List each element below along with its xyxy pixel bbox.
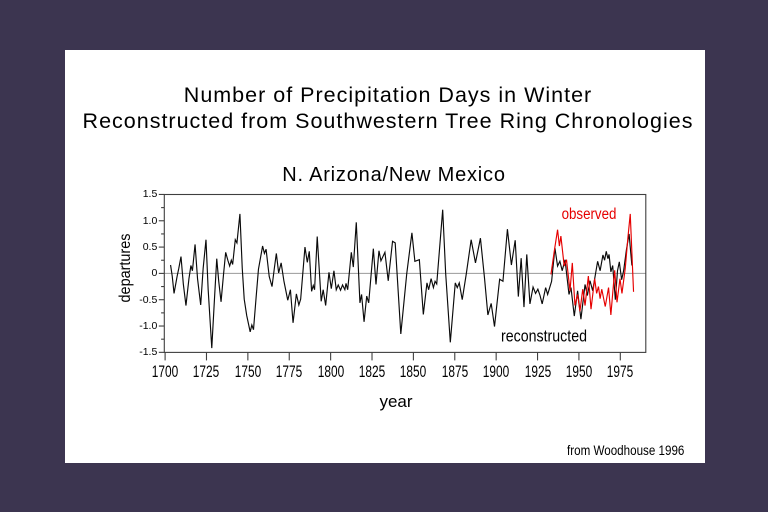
series-label-reconstructed: reconstructed [501,327,587,346]
slide-title-line2: Reconstructed from Southwestern Tree Rin… [82,109,694,133]
x-tick-label: 1750 [234,362,262,381]
chart-title: N. Arizona/New Mexico [282,164,506,186]
x-tick-label: 1925 [524,362,551,381]
x-tick-label: 1700 [151,362,179,381]
series-reconstructed [169,209,633,349]
credit-text: from Woodhouse 1996 [566,442,684,458]
slide-title: Number of Precipitation Days in Winter R… [83,82,694,134]
x-tick-label: 1775 [276,362,303,381]
x-tick-label: 1975 [607,362,634,381]
y-tick-label: -0.5 [139,293,158,306]
y-tick-label: 1.5 [142,188,158,201]
x-tick-label: 1800 [317,362,344,381]
y-tick-label: 0.5 [142,241,158,254]
x-tick-label: 1825 [358,362,386,381]
slide-title-line1: Number of Precipitation Days in Winter [183,83,593,107]
x-tick-label: 1725 [193,362,220,381]
series-label-observed: observed [561,206,617,223]
y-tick-label: -1.5 [139,346,158,359]
x-tick-label: 1900 [482,362,510,381]
y-axis-title: departures [117,233,134,303]
x-tick-label: 1950 [565,362,593,381]
x-axis-title: year [379,392,413,411]
y-tick-label: -1.0 [139,320,158,333]
x-tick-label: 1850 [400,362,427,381]
x-tick-label: 1875 [441,362,468,381]
y-tick-label: 1.0 [142,214,158,227]
y-tick-label: 0 [151,267,158,280]
series-observed [550,213,635,316]
